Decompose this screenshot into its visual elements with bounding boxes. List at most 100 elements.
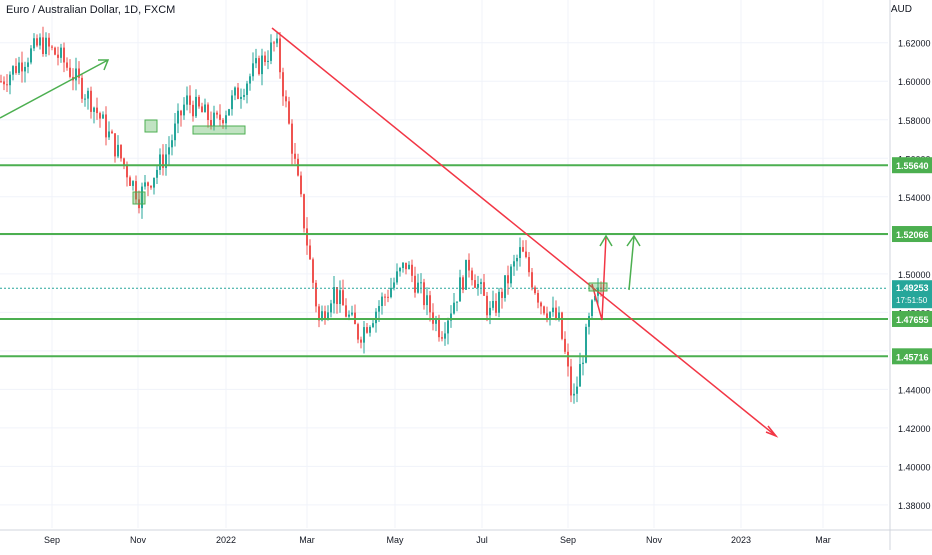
candle-body	[12, 66, 14, 75]
candle-body	[168, 147, 170, 155]
candle-body	[270, 42, 272, 61]
candle-body	[90, 90, 92, 112]
candle-body	[573, 393, 575, 396]
candle-body	[300, 175, 302, 195]
candle-body	[18, 62, 20, 73]
current-price-countdown: 17:51:50	[896, 296, 928, 305]
candle-body	[207, 104, 209, 121]
candle-body	[531, 272, 533, 288]
candle-body	[543, 306, 545, 314]
candle-body	[492, 300, 494, 308]
x-tick-label: Mar	[299, 535, 315, 545]
candle-body	[267, 60, 269, 63]
candle-body	[48, 37, 50, 47]
candle-body	[495, 300, 497, 313]
y-tick-label: 1.50000	[898, 270, 931, 280]
candle-body	[522, 247, 524, 252]
candle-body	[417, 282, 419, 293]
candle-body	[204, 104, 206, 113]
level-price-tag	[892, 348, 932, 365]
y-tick-label: 1.54000	[898, 193, 931, 203]
candle-body	[552, 307, 554, 313]
candle-body	[141, 186, 143, 209]
candle-body	[255, 58, 257, 64]
candle-body	[327, 312, 329, 320]
candle-body	[339, 290, 341, 305]
rising-trend-line	[0, 59, 109, 119]
candle-body	[237, 87, 239, 99]
candle-body	[96, 107, 98, 114]
candle-body	[516, 258, 518, 262]
candle-body	[501, 291, 503, 298]
candle-body	[123, 158, 125, 165]
candle-body	[60, 47, 62, 58]
candle-body	[477, 283, 479, 288]
candle-body	[126, 164, 128, 178]
candle-body	[384, 296, 386, 298]
candle-body	[219, 114, 221, 120]
candle-body	[258, 58, 260, 75]
candle-body	[534, 287, 536, 294]
candle-body	[369, 326, 371, 333]
x-tick-label: Sep	[560, 535, 576, 545]
y-tick-label: 1.42000	[898, 424, 931, 434]
candle-body	[99, 113, 101, 119]
candle-body	[129, 177, 131, 186]
candle-body	[462, 277, 464, 290]
candle-body	[87, 90, 89, 99]
candle-body	[411, 264, 413, 276]
candle-body	[489, 307, 491, 316]
candle-body	[390, 287, 392, 298]
projection-up-arrow	[628, 235, 635, 291]
candle-body	[108, 131, 110, 138]
level-price-label: 1.52066	[896, 230, 929, 240]
candle-body	[540, 302, 542, 307]
level-price-tag	[892, 226, 932, 243]
candle-body	[198, 96, 200, 107]
candle-body	[558, 312, 560, 319]
candle-body	[0, 81, 2, 83]
candle-body	[117, 144, 119, 157]
candle-body	[69, 67, 71, 77]
candle-body	[120, 144, 122, 159]
candle-body	[345, 305, 347, 317]
candle-body	[246, 83, 248, 95]
candle-body	[84, 98, 86, 100]
candle-body	[192, 104, 194, 117]
candle-body	[585, 326, 587, 363]
candle-body	[177, 110, 179, 124]
projection-up-arrow-head	[626, 234, 641, 247]
candle-body	[9, 74, 11, 86]
current-price-tag	[892, 280, 932, 309]
candle-body	[285, 96, 287, 102]
candle-body	[381, 296, 383, 307]
level-price-label: 1.47655	[896, 315, 929, 325]
y-tick-label: 1.38000	[898, 501, 931, 511]
x-tick-label: 2023	[731, 535, 751, 545]
candle-body	[132, 181, 134, 186]
candle-body	[396, 271, 398, 283]
candle-body	[579, 364, 581, 387]
candle-body	[378, 306, 380, 312]
candle-body	[555, 307, 557, 319]
projection-arrow-head	[599, 234, 613, 247]
candle-body	[342, 290, 344, 306]
candle-body	[426, 295, 428, 306]
candle-body	[243, 94, 245, 97]
candle-body	[318, 306, 320, 321]
candle-body	[273, 42, 275, 44]
candle-body	[75, 68, 77, 81]
candle-body	[66, 62, 68, 68]
candle-body	[201, 106, 203, 113]
candle-body	[387, 296, 389, 298]
candle-body	[420, 282, 422, 284]
candle-body	[564, 338, 566, 352]
candle-body	[102, 114, 104, 119]
candle-body	[93, 107, 95, 112]
candle-body	[150, 185, 152, 188]
candle-body	[309, 245, 311, 260]
x-tick-label: 2022	[216, 535, 236, 545]
candle-body	[570, 366, 572, 396]
